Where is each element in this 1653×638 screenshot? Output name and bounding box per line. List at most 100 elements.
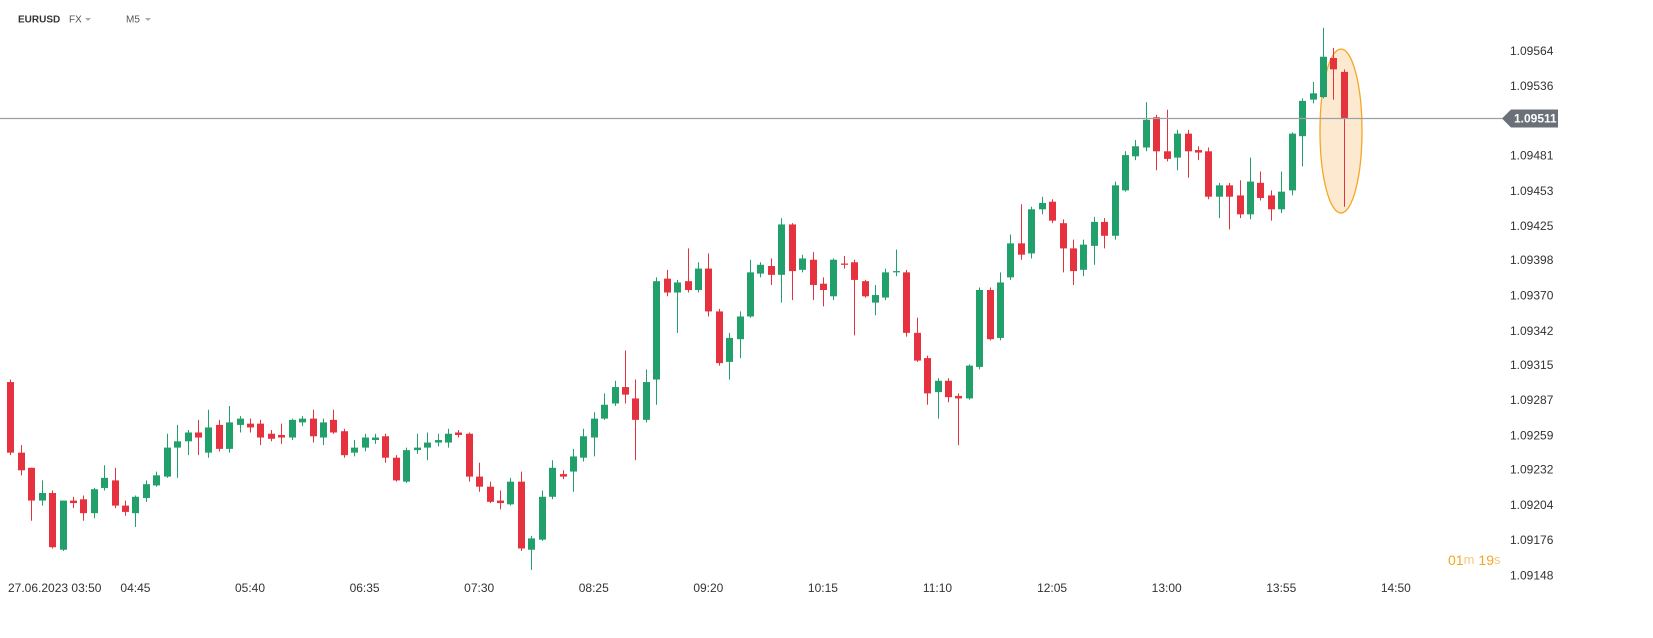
dropdown-caret[interactable]	[145, 18, 151, 21]
candle-body	[403, 450, 410, 482]
candle-body	[372, 437, 379, 441]
candle-body	[455, 432, 462, 435]
y-tick-label: 1.09342	[1510, 324, 1554, 338]
candle-body	[435, 440, 442, 443]
x-tick-label: 10:15	[808, 581, 838, 595]
plot: 1.09564 1.09536 1.09481 1.09453 1.09425 1.093…	[0, 27, 1558, 595]
candle-body	[632, 398, 639, 420]
candle-body	[132, 496, 139, 514]
x-tick-label: 11:10	[923, 581, 952, 595]
candle-body	[424, 442, 431, 448]
candle-body	[1091, 221, 1098, 246]
candle-body	[445, 433, 452, 443]
candle-body	[1174, 133, 1181, 158]
y-tick-label: 1.09287	[1510, 393, 1554, 407]
symbol[interactable]: EURUSD	[18, 15, 60, 26]
last-price-label: 1.09511	[1514, 112, 1557, 126]
candle-body	[1018, 243, 1025, 255]
candle-body	[695, 268, 702, 290]
candle-body	[1101, 221, 1108, 236]
candle-body	[185, 432, 192, 442]
candle-body	[757, 264, 764, 274]
candle-body	[1320, 56, 1327, 98]
candle-body	[945, 380, 952, 398]
candle-body	[7, 382, 14, 453]
countdown-part: 01	[1448, 552, 1464, 568]
candle-body	[362, 437, 369, 448]
countdown-part: m	[1464, 552, 1475, 567]
candle-body	[1185, 133, 1192, 152]
countdown-part: 19	[1478, 552, 1494, 568]
candle-body	[216, 424, 223, 449]
candle-body	[39, 493, 46, 501]
candle-body	[851, 262, 858, 280]
x-tick-label: 13:55	[1266, 581, 1296, 595]
candle-body	[1164, 151, 1171, 159]
dropdown-caret[interactable]	[85, 18, 91, 21]
x-tick-label: 08:25	[579, 581, 609, 595]
candle-body	[18, 452, 25, 471]
candle-body	[1060, 223, 1067, 249]
y-tick-label: 1.09204	[1510, 498, 1554, 512]
market-select[interactable]: FX	[69, 15, 82, 26]
candle-body	[924, 358, 931, 394]
candle-body	[966, 365, 973, 399]
candle-body	[893, 271, 900, 273]
candle-body	[716, 311, 723, 364]
y-tick-label: 1.09315	[1510, 358, 1554, 372]
candle-body	[299, 418, 306, 423]
candle-body	[174, 441, 181, 448]
candle-body	[518, 481, 525, 549]
candle-body	[122, 505, 129, 512]
candle-body	[289, 419, 296, 438]
x-tick-label: 13:00	[1152, 581, 1182, 595]
candle-body	[820, 283, 827, 290]
y-tick-label: 1.09176	[1510, 533, 1554, 547]
candle-body	[1237, 195, 1244, 215]
candle-body	[549, 467, 556, 497]
candle-body	[955, 395, 962, 399]
candle-body	[674, 282, 681, 293]
interval-select[interactable]: M5	[126, 15, 140, 26]
x-tick-label: 09:20	[693, 581, 723, 595]
candle-body	[591, 418, 598, 438]
candle-body	[195, 432, 202, 438]
candle-body	[476, 476, 483, 487]
candle-body	[164, 447, 171, 477]
candle-body	[393, 457, 400, 481]
candle-body	[914, 332, 921, 361]
candle-body	[570, 456, 577, 472]
x-tick-label: 12:05	[1037, 581, 1067, 595]
candle-body	[903, 272, 910, 333]
candle-body	[80, 499, 87, 514]
candle-body	[1028, 209, 1035, 254]
y-tick-label: 1.09481	[1510, 149, 1554, 163]
candle-body	[278, 435, 285, 438]
candle-body	[841, 263, 848, 265]
candle-body	[268, 433, 275, 439]
candle-body	[49, 493, 56, 548]
candle-body	[1153, 117, 1160, 152]
candle-body	[226, 422, 233, 449]
x-tick-label: 07:30	[464, 581, 494, 595]
candle-body	[653, 281, 660, 380]
candle-body	[935, 380, 942, 393]
candle-body	[997, 282, 1004, 338]
candle-body	[60, 500, 67, 550]
y-tick-label: 1.09398	[1510, 253, 1554, 267]
candle-body	[872, 295, 879, 303]
candle-body	[976, 290, 983, 367]
candle-body	[528, 538, 535, 550]
candle-body	[778, 224, 785, 275]
candle-body	[1049, 201, 1056, 221]
candle-body	[1341, 71, 1348, 119]
y-tick-label: 1.09425	[1510, 219, 1554, 233]
last-price-tag	[1502, 109, 1558, 128]
candle-body	[737, 316, 744, 340]
candle-body	[1112, 185, 1119, 236]
candle-body	[91, 489, 98, 514]
candle-body	[1226, 185, 1233, 197]
candle-body	[768, 266, 775, 275]
x-tick-label: 27.06.2023 03:50	[8, 581, 102, 595]
candle-body	[382, 436, 389, 458]
